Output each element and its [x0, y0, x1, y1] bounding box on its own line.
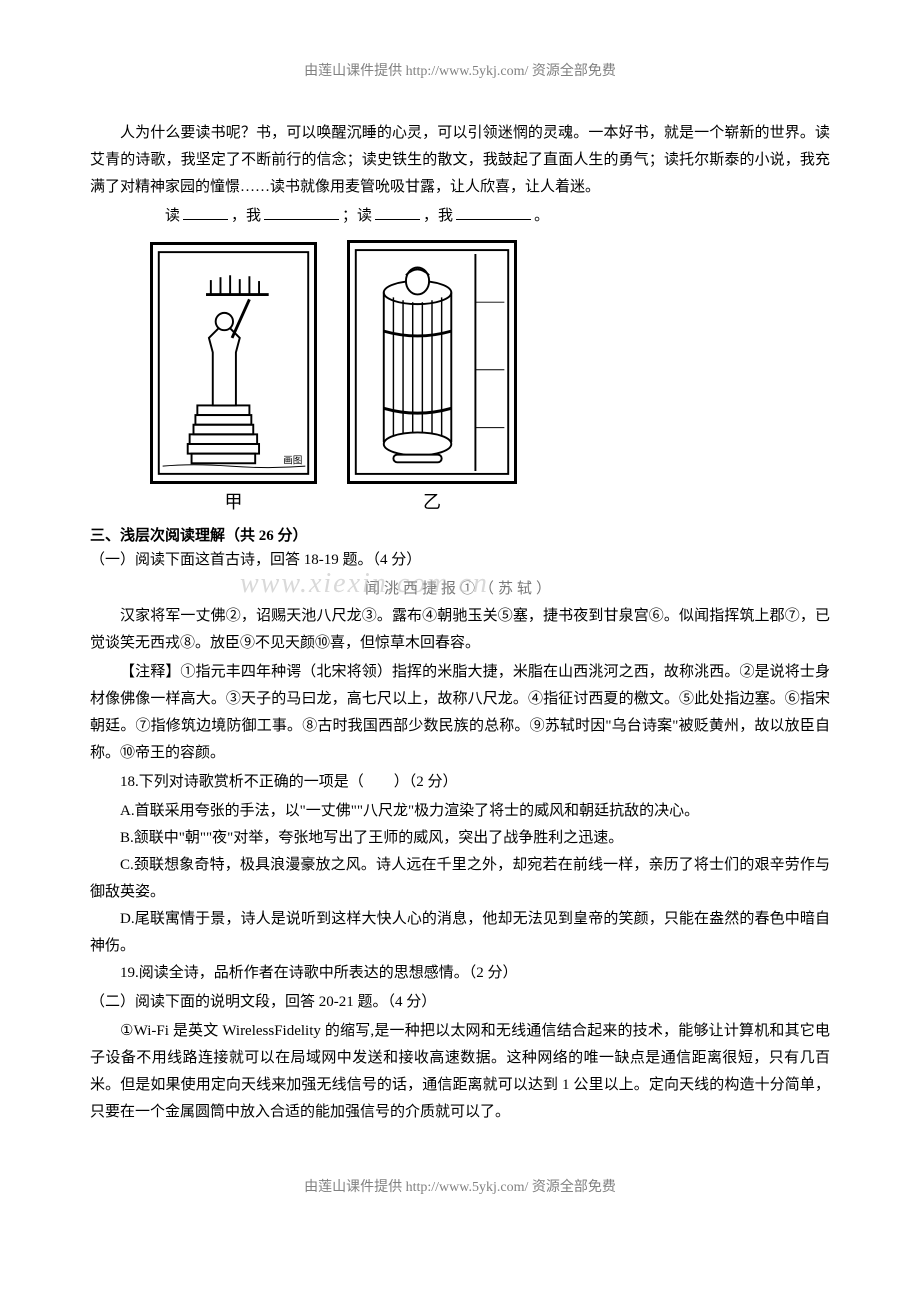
blank-1: [183, 205, 228, 220]
question-18-option-d: D.尾联寓情于景，诗人是说听到这样大快人心的消息，他却无法见到皇帝的笑颜，只能在…: [90, 906, 830, 960]
sub-2-title: （二）阅读下面的说明文段，回答 20-21 题。（4 分）: [90, 989, 830, 1016]
question-18-option-a: A.首联采用夸张的手法，以"一丈佛""八尺龙"极力渲染了将士的威风和朝廷抗敌的决…: [90, 798, 830, 825]
image-box-b: 乙: [347, 240, 517, 514]
blank-4: [456, 205, 531, 220]
blank-2: [264, 205, 339, 220]
fill-in-line: 读 ，我 ；读 ，我 。: [165, 203, 830, 230]
poem-title: 闻洮西捷报①（苏轼）: [90, 576, 830, 603]
page-footer: 由莲山课件提供 http://www.5ykj.com/ 资源全部免费: [90, 1176, 830, 1196]
svg-text:画图: 画图: [283, 455, 302, 466]
poem-notes: 【注释】①指元丰四年种谔（北宋将领）指挥的米脂大捷，米脂在山西洮河之西，故称洮西…: [90, 659, 830, 767]
poem-body: 汉家将军一丈佛②，诏赐天池八尺龙③。露布④朝驰玉关⑤塞，捷书夜到甘泉宫⑥。似闻指…: [90, 603, 830, 657]
images-row: 画图 甲: [150, 240, 830, 514]
image-box-a: 画图 甲: [150, 242, 317, 514]
fill-text-5: 。: [534, 208, 549, 224]
image-label-b: 乙: [347, 488, 517, 514]
wifi-paragraph: ①Wi-Fi 是英文 WirelessFidelity 的缩写,是一种把以太网和…: [90, 1018, 830, 1126]
fill-text-1: 读: [165, 208, 180, 224]
page-header: 由莲山课件提供 http://www.5ykj.com/ 资源全部免费: [90, 60, 830, 80]
blank-3: [375, 205, 420, 220]
question-19: 19.阅读全诗，品析作者在诗歌中所表达的思想感情。（2 分）: [90, 960, 830, 987]
image-label-a: 甲: [150, 488, 317, 514]
intro-paragraph: 人为什么要读书呢？书，可以唤醒沉睡的心灵，可以引领迷惘的灵魂。一本好书，就是一个…: [90, 120, 830, 201]
image-a: 画图: [150, 242, 317, 484]
fill-text-3: ；读: [342, 208, 372, 224]
section-3-title: 三、浅层次阅读理解（共 26 分）: [90, 524, 830, 545]
question-18: 18.下列对诗歌赏析不正确的一项是（ ）（2 分）: [90, 769, 830, 796]
document-content: 由莲山课件提供 http://www.5ykj.com/ 资源全部免费 人为什么…: [90, 60, 830, 1196]
fill-text-4: ，我: [423, 208, 453, 224]
fill-text-2: ，我: [231, 208, 261, 224]
question-18-option-b: B.颔联中"朝""夜"对举，夸张地写出了王师的威风，突出了战争胜利之迅速。: [90, 825, 830, 852]
sub-1-title: （一）阅读下面这首古诗，回答 18-19 题。（4 分）: [90, 547, 830, 574]
question-18-option-c: C.颈联想象奇特，极具浪漫豪放之风。诗人远在千里之外，却宛若在前线一样，亲历了将…: [90, 852, 830, 906]
image-b: [347, 240, 517, 484]
